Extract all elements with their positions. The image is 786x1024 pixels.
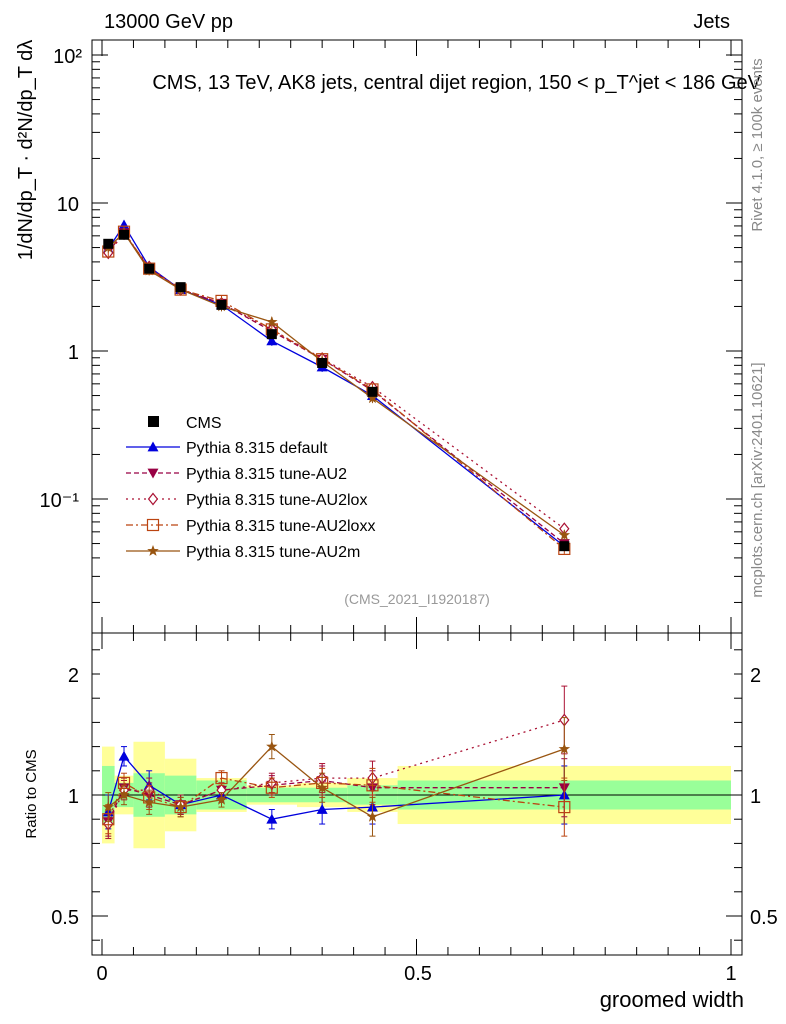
legend-label-cms: CMS bbox=[186, 415, 222, 432]
ratio-y-tick-label-right-0.5: 0.5 bbox=[750, 907, 778, 929]
data-point-cms bbox=[119, 229, 130, 240]
legend-entry-au2lox: Pythia 8.315 tune-AU2lox bbox=[126, 492, 367, 509]
legend-marker-default bbox=[147, 441, 159, 452]
header-right: Jets bbox=[693, 11, 730, 33]
y-axis-title: 1/dN/dp_T · d²N/dp_T dλ bbox=[15, 40, 37, 261]
ratio-point-au2m bbox=[266, 740, 278, 752]
legend-label-au2lox: Pythia 8.315 tune-AU2lox bbox=[186, 492, 367, 509]
ratio-point-au2loxx bbox=[215, 771, 228, 785]
legend-label-au2m: Pythia 8.315 tune-AU2m bbox=[186, 544, 360, 561]
ratio-axis-ticks bbox=[92, 633, 742, 955]
legend-marker-cms bbox=[148, 416, 159, 427]
ratio-y-axis-title: Ratio to CMS bbox=[23, 749, 40, 838]
main-axis-ticks bbox=[92, 40, 742, 633]
ratio-point-au2m bbox=[102, 801, 114, 812]
ratio-y-tick-label-1: 1 bbox=[68, 786, 79, 808]
ratio-point-default bbox=[316, 804, 328, 814]
data-point-au2m bbox=[266, 316, 278, 327]
ratio-point-au2loxx bbox=[366, 779, 379, 792]
ratio-y-tick-label-2: 2 bbox=[68, 665, 79, 687]
ratio-point-au2loxx bbox=[558, 800, 571, 814]
y-tick-label-100: 10² bbox=[53, 46, 82, 68]
plot-title-text: CMS, 13 TeV, AK8 jets, central dijet reg… bbox=[152, 72, 761, 94]
legend-marker-au2 bbox=[147, 468, 159, 479]
ratio-point-au2m bbox=[174, 801, 187, 812]
data-point-cms bbox=[216, 299, 227, 310]
ratio-point-default bbox=[266, 813, 278, 824]
data-point-default bbox=[118, 219, 130, 230]
y-tick-label-1: 1 bbox=[68, 342, 79, 364]
y-tick-label-10: 10 bbox=[57, 194, 79, 216]
data-point-au2m bbox=[366, 392, 379, 404]
ratio-point-au2m bbox=[118, 789, 130, 800]
legend: CMS Pythia 8.315 default Pythia 8.315 tun… bbox=[126, 415, 375, 561]
legend-label-au2loxx: Pythia 8.315 tune-AU2loxx bbox=[186, 518, 375, 535]
legend-marker-au2lox bbox=[147, 492, 159, 506]
data-point-default bbox=[266, 335, 278, 346]
data-point-au2m bbox=[558, 529, 571, 540]
ratio-y-tick-label-0.5: 0.5 bbox=[51, 907, 79, 929]
legend-entry-au2m: Pythia 8.315 tune-AU2m bbox=[126, 544, 360, 561]
data-point-cms bbox=[144, 263, 155, 274]
rivet-version-label: Rivet 4.1.0, ≥ 100k events bbox=[749, 58, 766, 231]
legend-marker-au2m bbox=[147, 545, 159, 556]
header-left: 13000 GeV pp bbox=[104, 11, 233, 33]
y-axis-title-text: 1/dN/dp_T · d²N/dp_T dλ bbox=[15, 40, 37, 261]
legend-marker-au2loxx bbox=[146, 518, 160, 532]
data-point-cms bbox=[266, 329, 277, 340]
legend-label-au2: Pythia 8.315 tune-AU2 bbox=[186, 466, 347, 483]
x-tick-label-1: 1 bbox=[725, 963, 736, 985]
analysis-id: (CMS_2021_I1920187) bbox=[344, 591, 490, 607]
data-point-cms bbox=[103, 238, 114, 249]
ratio-point-au2m bbox=[558, 743, 571, 754]
ratio-point-au2m bbox=[143, 796, 155, 808]
data-point-cms bbox=[367, 386, 378, 397]
ratio-point-au2m bbox=[366, 810, 379, 822]
legend-entry-au2: Pythia 8.315 tune-AU2 bbox=[126, 466, 347, 483]
x-tick-label-0: 0 bbox=[96, 963, 107, 985]
legend-label-default: Pythia 8.315 default bbox=[186, 440, 328, 457]
legend-entry-cms: CMS bbox=[148, 415, 222, 432]
data-point-cms bbox=[317, 357, 328, 368]
x-axis-title: groomed width bbox=[600, 987, 744, 1012]
ratio-y-tick-label-right-2: 2 bbox=[750, 665, 761, 687]
cms-data-layer bbox=[103, 229, 570, 552]
series-line-au2lox bbox=[107, 232, 565, 530]
data-point-cms bbox=[559, 541, 570, 552]
legend-entry-au2loxx: Pythia 8.315 tune-AU2loxx bbox=[126, 518, 375, 535]
y-tick-label-0.1: 10⁻¹ bbox=[40, 490, 80, 512]
ratio-point-au2loxx bbox=[265, 781, 278, 794]
ratio-y-tick-label-right-1: 1 bbox=[750, 786, 761, 808]
ratio-point-default bbox=[118, 750, 130, 761]
ratio-point-au2m bbox=[316, 781, 328, 793]
ratio-point-au2m bbox=[215, 793, 228, 805]
mcplots-label: mcplots.cern.ch [arXiv:2401.10621] bbox=[749, 362, 766, 597]
legend-entry-default: Pythia 8.315 default bbox=[126, 440, 328, 457]
plot-title: CMS, 13 TeV, AK8 jets, central dijet reg… bbox=[152, 72, 761, 94]
data-point-cms bbox=[175, 282, 186, 293]
x-tick-label-0.5: 0.5 bbox=[404, 963, 432, 985]
